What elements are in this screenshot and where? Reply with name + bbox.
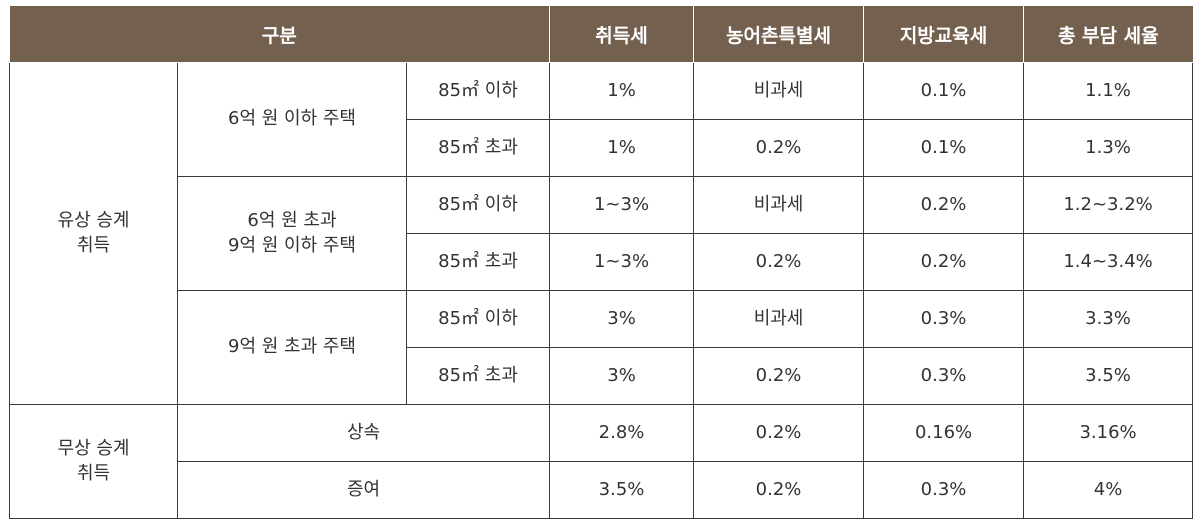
label-line: 취득 (76, 234, 111, 256)
local-education-tax-cell: 0.1% (863, 119, 1025, 177)
table-row: 유상 승계 취득 6억 원 이하 주택 85㎡ 이하 1% 비과세 0.1% 1… (9, 62, 1194, 405)
label-line: 9억 원 이하 주택 (228, 234, 356, 256)
total-rate-cell: 1.3% (1023, 119, 1194, 177)
size-cell: 85㎡ 초과 (405, 119, 551, 177)
local-education-tax-cell: 0.3% (863, 347, 1025, 405)
table-row: 6억 원 초과 9억 원 이하 주택 85㎡ 이하 1~3% 비과세 0.2% … (10, 176, 1194, 291)
header-row: 구분 취득세 농어촌특별세 지방교육세 총 부담 세율 (9, 6, 1193, 63)
local-education-tax-cell: 0.3% (863, 290, 1025, 348)
free-acquisition-label: 무상 승계 취득 (9, 404, 178, 519)
local-education-tax-cell: 0.2% (863, 176, 1025, 234)
table-row: 증여 3.5% 0.2% 0.3% 4% (10, 461, 1194, 519)
total-rate-cell: 3.5% (1023, 347, 1194, 405)
acquisition-tax-cell: 1% (549, 119, 695, 177)
rural-special-tax-cell: 0.2% (693, 347, 865, 405)
header-category: 구분 (9, 6, 551, 63)
price-range-label: 6억 원 이하 주택 (177, 62, 407, 177)
header-local-education-tax: 지방교육세 (863, 6, 1025, 63)
rural-special-tax-cell: 비과세 (693, 176, 865, 234)
header-total-rate: 총 부담 세율 (1023, 6, 1193, 63)
label-line: 9억 원 초과 주택 (228, 336, 356, 358)
size-cell: 85㎡ 이하 (405, 290, 551, 348)
size-cell: 85㎡ 이하 (405, 176, 551, 234)
acquisition-tax-cell: 2.8% (549, 404, 695, 462)
table-row: 9억 원 초과 주택 85㎡ 이하 3% 비과세 0.3% 3.3% (10, 290, 1194, 405)
total-rate-cell: 4% (1023, 461, 1194, 519)
paid-acquisition-label: 유상 승계 취득 (9, 62, 178, 405)
acquisition-tax-cell: 3% (549, 290, 695, 348)
transfer-type-cell: 상속 (176, 404, 551, 462)
local-education-tax-cell: 0.1% (863, 62, 1025, 120)
table-row: 85㎡ 초과 3% 0.2% 0.3% 3.5% (10, 347, 1194, 405)
total-rate-cell: 3.16% (1023, 404, 1194, 462)
size-cell: 85㎡ 이하 (405, 62, 551, 120)
size-cell: 85㎡ 초과 (405, 347, 551, 405)
transfer-type-cell: 증여 (176, 461, 551, 519)
total-rate-cell: 1.2~3.2% (1023, 176, 1194, 234)
price-range-label: 9억 원 초과 주택 (177, 290, 407, 405)
total-rate-cell: 1.4~3.4% (1023, 233, 1194, 291)
acquisition-tax-cell: 3.5% (549, 461, 695, 519)
acquisition-tax-cell: 1~3% (549, 233, 695, 291)
size-cell: 85㎡ 초과 (405, 233, 551, 291)
total-rate-cell: 1.1% (1023, 62, 1194, 120)
local-education-tax-cell: 0.16% (863, 404, 1025, 462)
rural-special-tax-cell: 0.2% (693, 461, 865, 519)
acquisition-tax-cell: 1~3% (549, 176, 695, 234)
acquisition-tax-cell: 1% (549, 62, 695, 120)
local-education-tax-cell: 0.2% (863, 233, 1025, 291)
local-education-tax-cell: 0.3% (863, 461, 1025, 519)
price-range-label: 6억 원 초과 9억 원 이하 주택 (177, 176, 407, 291)
rural-special-tax-cell: 0.2% (693, 233, 865, 291)
header-rural-special-tax: 농어촌특별세 (693, 6, 865, 63)
table-row: 85㎡ 초과 1~3% 0.2% 0.2% 1.4~3.4% (10, 233, 1194, 291)
rural-special-tax-cell: 0.2% (693, 119, 865, 177)
label-line: 취득 (76, 462, 111, 484)
rural-special-tax-cell: 비과세 (693, 290, 865, 348)
label-line: 6억 원 이하 주택 (228, 108, 356, 130)
rural-special-tax-cell: 0.2% (693, 404, 865, 462)
header-acquisition-tax: 취득세 (549, 6, 695, 63)
acquisition-tax-table: 구분 취득세 농어촌특별세 지방교육세 총 부담 세율 유상 승계 취득 6억 … (9, 6, 1194, 519)
total-rate-cell: 3.3% (1023, 290, 1194, 348)
rural-special-tax-cell: 비과세 (693, 62, 865, 120)
acquisition-tax-cell: 3% (549, 347, 695, 405)
label-line: 무상 승계 (57, 438, 130, 460)
label-line: 유상 승계 (57, 210, 130, 232)
label-line: 6억 원 초과 (247, 210, 337, 232)
table-row: 무상 승계 취득 상속 2.8% 0.2% 0.16% 3.16% (9, 404, 1194, 519)
table-row: 85㎡ 초과 1% 0.2% 0.1% 1.3% (10, 119, 1194, 177)
